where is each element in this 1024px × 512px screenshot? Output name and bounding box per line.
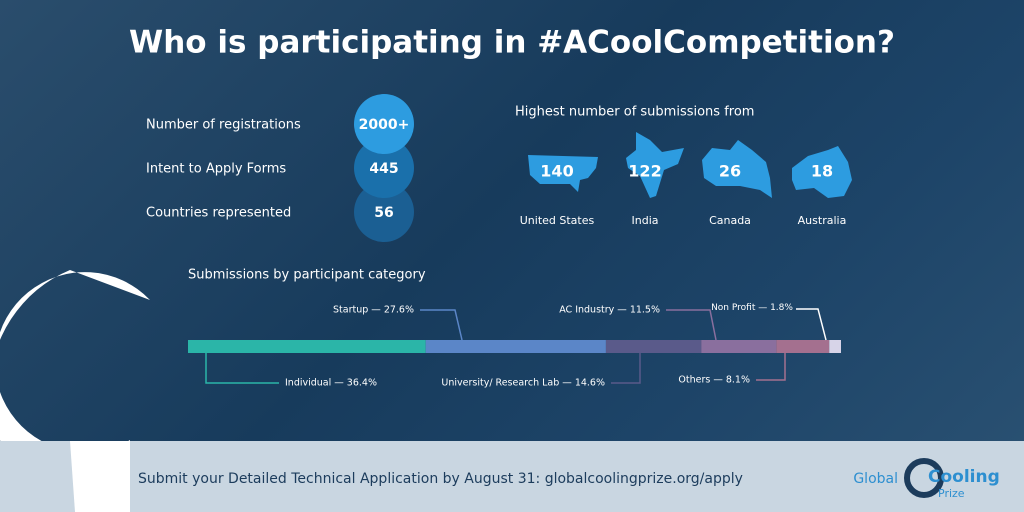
- map-india: [626, 132, 684, 198]
- title: Who is participating in #ACoolCompetitio…: [129, 25, 895, 61]
- map-australia: [792, 146, 852, 198]
- segment-label: University/ Research Lab — 14.6%: [441, 378, 605, 389]
- stat-circle: [354, 94, 414, 154]
- footer-band: [0, 441, 1024, 512]
- stat-circle: [354, 138, 414, 198]
- bar-segment: [605, 340, 702, 353]
- stat-value: 445: [369, 161, 398, 177]
- country-value: 140: [540, 162, 573, 181]
- bar-segment: [188, 340, 426, 353]
- stat-label: Intent to Apply Forms: [146, 162, 286, 177]
- logo-cooling: Cooling: [928, 467, 1000, 487]
- leader-line: [756, 353, 786, 381]
- stat-value: 2000+: [359, 117, 410, 133]
- stat-value: 56: [374, 205, 393, 221]
- leader-line: [611, 353, 641, 384]
- logo-prize: Prize: [938, 487, 965, 500]
- country-name: Canada: [709, 214, 751, 227]
- footer-text: Submit your Detailed Technical Applicati…: [138, 471, 743, 487]
- bar-segment: [425, 340, 606, 353]
- country-name: India: [632, 214, 659, 227]
- logo-ring: [904, 458, 944, 498]
- countries-title: Highest number of submissions from: [515, 105, 754, 120]
- country-value: 122: [628, 162, 661, 181]
- leader-line: [796, 308, 827, 341]
- segment-label: Non Profit — 1.8%: [711, 303, 793, 313]
- leader-line: [420, 309, 463, 341]
- segment-label: Others — 8.1%: [678, 375, 750, 386]
- stat-circle: [354, 182, 414, 242]
- leader-line: [205, 353, 279, 384]
- country-name: United States: [520, 214, 595, 227]
- bar-segment: [829, 340, 841, 353]
- chart-title: Submissions by participant category: [188, 268, 426, 283]
- bar-segment: [776, 340, 830, 353]
- bar-segment: [701, 340, 777, 353]
- map-canada: [702, 140, 772, 198]
- stat-label: Number of registrations: [146, 118, 301, 133]
- segment-label: Individual — 36.4%: [285, 378, 377, 389]
- map-us: [528, 155, 598, 192]
- c-logo-shape: [70, 441, 130, 512]
- segment-label: Startup — 27.6%: [333, 305, 414, 316]
- leader-line: [666, 309, 717, 341]
- country-name: Australia: [798, 214, 847, 227]
- logo-global: Global: [853, 471, 898, 487]
- stat-label: Countries represented: [146, 206, 291, 221]
- segment-label: AC Industry — 11.5%: [559, 305, 660, 316]
- country-value: 26: [719, 162, 741, 181]
- country-value: 18: [811, 162, 833, 181]
